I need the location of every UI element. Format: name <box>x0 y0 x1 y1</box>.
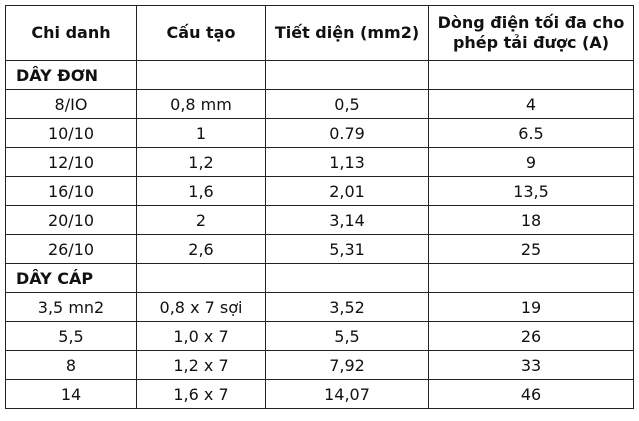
cell: 0,5 <box>265 89 429 119</box>
cell: 7,92 <box>265 350 429 380</box>
cell: 9 <box>428 147 634 177</box>
cell: 4 <box>428 89 634 119</box>
cell: 20/10 <box>5 205 137 235</box>
empty-cell <box>428 60 634 90</box>
cell: 12/10 <box>5 147 137 177</box>
cell: 2,6 <box>136 234 266 264</box>
wire-table: Chi danh Cấu tạo Tiết diện (mm2) Dòng điện … <box>5 5 634 409</box>
empty-cell <box>265 60 429 90</box>
cell: 25 <box>428 234 634 264</box>
data-row: 8 1,2 x 7 7,92 33 <box>5 350 634 380</box>
data-row: 14 1,6 x 7 14,07 46 <box>5 379 634 409</box>
data-row: 8/IO 0,8 mm 0,5 4 <box>5 89 634 119</box>
header-cell: Chi danh <box>5 5 137 61</box>
cell: 14,07 <box>265 379 429 409</box>
section-title: DÂY ĐƠN <box>5 60 137 90</box>
header-cell: Dòng điện tối đa cho phép tải được (A) <box>428 5 634 61</box>
cell: 19 <box>428 292 634 322</box>
cell: 8 <box>5 350 137 380</box>
cell: 1,2 <box>136 147 266 177</box>
cell: 26 <box>428 321 634 351</box>
cell: 8/IO <box>5 89 137 119</box>
data-row: 5,5 1,0 x 7 5,5 26 <box>5 321 634 351</box>
cell: 0.79 <box>265 118 429 148</box>
data-row: 3,5 mn2 0,8 x 7 sợi 3,52 19 <box>5 292 634 322</box>
cell: 13,5 <box>428 176 634 206</box>
cell: 1,13 <box>265 147 429 177</box>
cell: 10/10 <box>5 118 137 148</box>
cell: 1,2 x 7 <box>136 350 266 380</box>
cell: 3,52 <box>265 292 429 322</box>
cell: 3,5 mn2 <box>5 292 137 322</box>
cell: 0,8 x 7 sợi <box>136 292 266 322</box>
cell: 16/10 <box>5 176 137 206</box>
cell: 0,8 mm <box>136 89 266 119</box>
cell: 1 <box>136 118 266 148</box>
data-row: 12/10 1,2 1,13 9 <box>5 147 634 177</box>
data-row: 16/10 1,6 2,01 13,5 <box>5 176 634 206</box>
header-cell: Cấu tạo <box>136 5 266 61</box>
cell: 6.5 <box>428 118 634 148</box>
table-body: DÂY ĐƠN 8/IO 0,8 mm 0,5 4 10/10 1 0.79 6.5 12/10 1… <box>5 60 634 409</box>
cell: 5,31 <box>265 234 429 264</box>
cell: 5,5 <box>265 321 429 351</box>
cell: 14 <box>5 379 137 409</box>
section-row: DÂY ĐƠN <box>5 60 634 90</box>
cell: 18 <box>428 205 634 235</box>
data-row: 10/10 1 0.79 6.5 <box>5 118 634 148</box>
empty-cell <box>136 263 266 293</box>
cell: 1,6 x 7 <box>136 379 266 409</box>
data-row: 20/10 2 3,14 18 <box>5 205 634 235</box>
cell: 2 <box>136 205 266 235</box>
cell: 46 <box>428 379 634 409</box>
data-row: 26/10 2,6 5,31 25 <box>5 234 634 264</box>
cell: 5,5 <box>5 321 137 351</box>
section-title: DÂY CÁP <box>5 263 137 293</box>
empty-cell <box>136 60 266 90</box>
cell: 26/10 <box>5 234 137 264</box>
cell: 33 <box>428 350 634 380</box>
empty-cell <box>428 263 634 293</box>
header-row: Chi danh Cấu tạo Tiết diện (mm2) Dòng điện … <box>5 5 634 61</box>
section-row: DÂY CÁP <box>5 263 634 293</box>
cell: 1,6 <box>136 176 266 206</box>
cell: 1,0 x 7 <box>136 321 266 351</box>
cell: 3,14 <box>265 205 429 235</box>
empty-cell <box>265 263 429 293</box>
cell: 2,01 <box>265 176 429 206</box>
header-cell: Tiết diện (mm2) <box>265 5 429 61</box>
